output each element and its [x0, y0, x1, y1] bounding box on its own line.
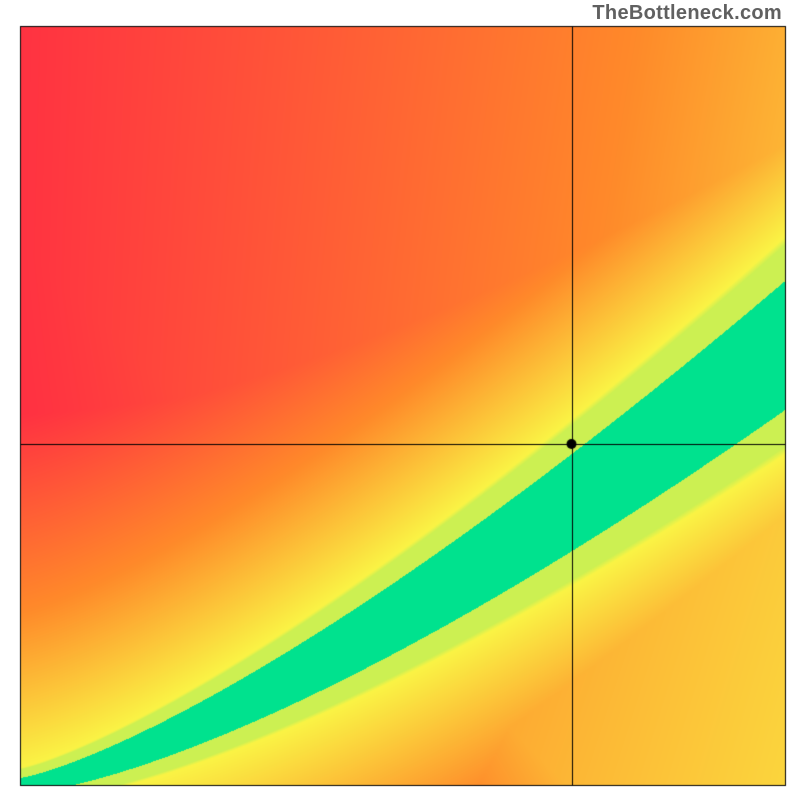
- watermark-label: TheBottleneck.com: [592, 2, 782, 25]
- bottleneck-heatmap-canvas: [0, 0, 800, 800]
- chart-container: TheBottleneck.com: [0, 0, 800, 800]
